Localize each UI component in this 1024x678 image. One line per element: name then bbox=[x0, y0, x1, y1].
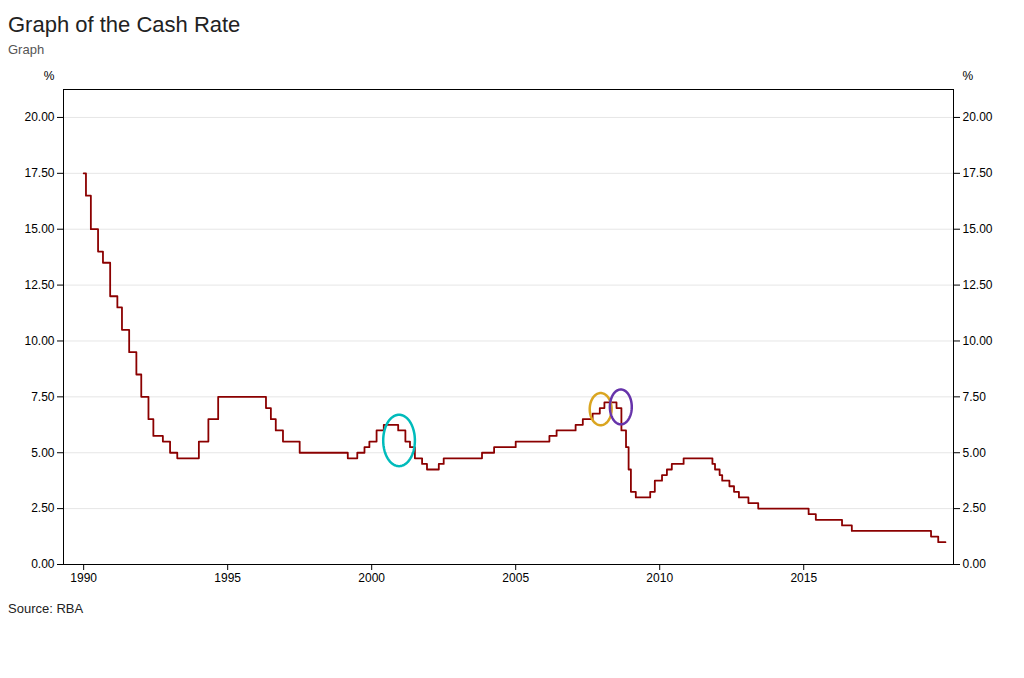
html-text:Graph: Graph bbox=[8, 42, 45, 57]
svg-text:2000: 2000 bbox=[358, 571, 385, 585]
svg-text:10.00: 10.00 bbox=[24, 334, 54, 348]
svg-text:12.50: 12.50 bbox=[24, 278, 54, 292]
svg-text:%: % bbox=[963, 69, 974, 83]
svg-text:0.00: 0.00 bbox=[31, 557, 55, 571]
svg-text:12.50: 12.50 bbox=[963, 278, 993, 292]
svg-text:15.00: 15.00 bbox=[24, 222, 54, 236]
svg-text:%: % bbox=[44, 69, 55, 83]
svg-text:1995: 1995 bbox=[214, 571, 241, 585]
svg-text:1990: 1990 bbox=[70, 571, 97, 585]
svg-text:7.50: 7.50 bbox=[963, 390, 987, 404]
svg-text:2.50: 2.50 bbox=[31, 501, 55, 515]
svg-text:17.50: 17.50 bbox=[963, 166, 993, 180]
svg-text:2005: 2005 bbox=[502, 571, 529, 585]
svg-text:15.00: 15.00 bbox=[963, 222, 993, 236]
html-text:Source: RBA: Source: RBA bbox=[8, 601, 84, 616]
html-text:Graph of the Cash Rate: Graph of the Cash Rate bbox=[8, 12, 241, 37]
svg-text:20.00: 20.00 bbox=[24, 110, 54, 124]
svg-text:0.00: 0.00 bbox=[963, 557, 987, 571]
svg-text:17.50: 17.50 bbox=[24, 166, 54, 180]
svg-text:2.50: 2.50 bbox=[963, 501, 987, 515]
svg-text:20.00: 20.00 bbox=[963, 110, 993, 124]
svg-text:5.00: 5.00 bbox=[31, 446, 55, 460]
svg-text:2010: 2010 bbox=[646, 571, 673, 585]
svg-text:7.50: 7.50 bbox=[31, 390, 55, 404]
svg-text:10.00: 10.00 bbox=[963, 334, 993, 348]
svg-text:5.00: 5.00 bbox=[963, 446, 987, 460]
svg-text:2015: 2015 bbox=[790, 571, 817, 585]
